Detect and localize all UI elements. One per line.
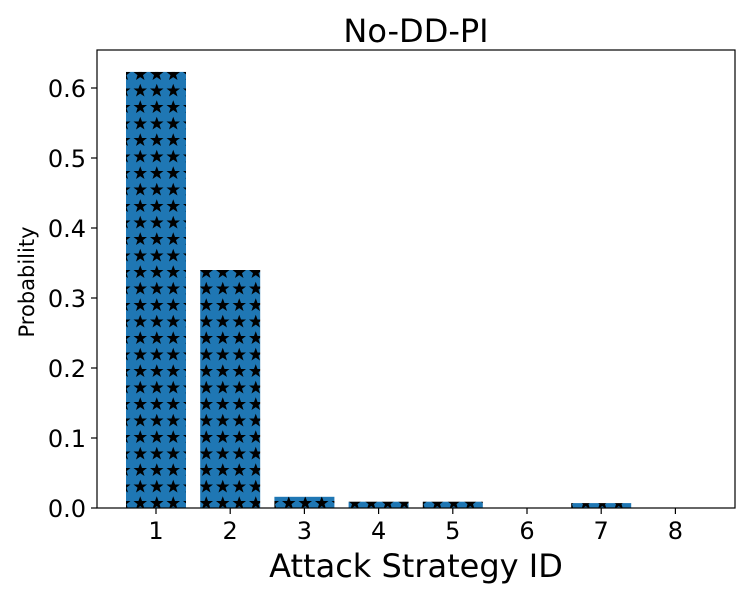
x-tick-label: 5 <box>445 517 460 545</box>
x-tick-label: 4 <box>371 517 386 545</box>
x-tick-label: 3 <box>297 517 312 545</box>
bars <box>126 71 632 509</box>
y-tick-label: 0.6 <box>48 75 86 103</box>
x-tick-label: 6 <box>519 517 534 545</box>
bar-7 <box>571 503 632 508</box>
y-tick-label: 0.5 <box>48 145 86 173</box>
bar-3 <box>274 496 335 508</box>
bar-5 <box>422 501 483 508</box>
bar-1 <box>126 71 186 509</box>
x-tick-label: 2 <box>223 517 238 545</box>
x-tick-label: 7 <box>594 517 609 545</box>
bar-2 <box>200 270 261 508</box>
chart-title: No-DD-PI <box>343 12 488 50</box>
x-axis-ticks: 1 2 3 4 5 6 7 8 <box>148 508 683 545</box>
bar-4 <box>348 501 409 508</box>
y-axis-label: Probability <box>15 226 39 337</box>
y-tick-label: 0.2 <box>48 355 86 383</box>
y-tick-label: 0.4 <box>48 215 86 243</box>
plot-frame <box>96 49 736 509</box>
x-tick-label: 8 <box>668 517 683 545</box>
x-tick-label: 1 <box>148 517 163 545</box>
y-tick-label: 0.1 <box>48 425 86 453</box>
y-axis-ticks: 0.0 0.1 0.2 0.3 0.4 0.5 0.6 <box>48 75 97 523</box>
y-tick-label: 0.0 <box>48 495 86 523</box>
y-tick-label: 0.3 <box>48 285 86 313</box>
x-axis-label: Attack Strategy ID <box>269 547 563 585</box>
